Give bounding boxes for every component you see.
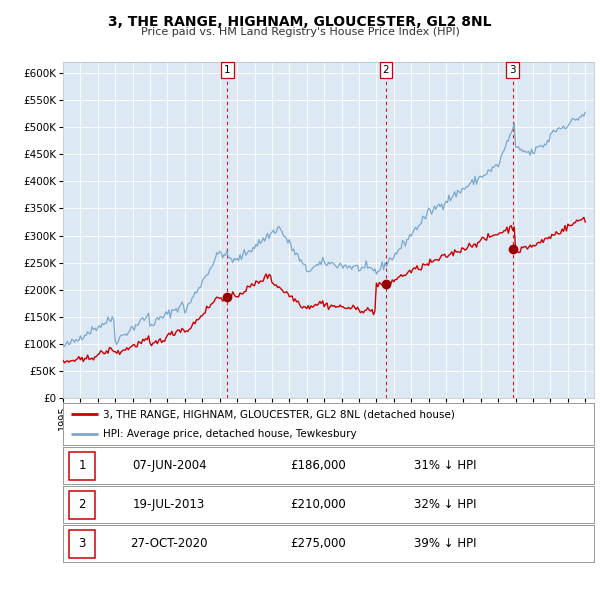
Text: 3: 3 [509,65,516,76]
Text: Price paid vs. HM Land Registry's House Price Index (HPI): Price paid vs. HM Land Registry's House … [140,27,460,37]
Text: 2: 2 [383,65,389,76]
Text: 1: 1 [79,459,86,473]
Text: 2: 2 [79,498,86,512]
Text: 39% ↓ HPI: 39% ↓ HPI [414,537,476,550]
Text: 19-JUL-2013: 19-JUL-2013 [133,498,205,512]
Text: £275,000: £275,000 [290,537,346,550]
Text: £210,000: £210,000 [290,498,346,512]
Text: 31% ↓ HPI: 31% ↓ HPI [414,459,476,473]
Text: 27-OCT-2020: 27-OCT-2020 [130,537,208,550]
Text: 1: 1 [224,65,230,76]
FancyBboxPatch shape [70,491,95,519]
Text: 3, THE RANGE, HIGHNAM, GLOUCESTER, GL2 8NL: 3, THE RANGE, HIGHNAM, GLOUCESTER, GL2 8… [108,15,492,29]
FancyBboxPatch shape [70,530,95,558]
Text: 32% ↓ HPI: 32% ↓ HPI [414,498,476,512]
Text: 3: 3 [79,537,86,550]
FancyBboxPatch shape [70,452,95,480]
Text: £186,000: £186,000 [290,459,346,473]
Text: 07-JUN-2004: 07-JUN-2004 [132,459,206,473]
Text: HPI: Average price, detached house, Tewkesbury: HPI: Average price, detached house, Tewk… [103,429,356,439]
Text: 3, THE RANGE, HIGHNAM, GLOUCESTER, GL2 8NL (detached house): 3, THE RANGE, HIGHNAM, GLOUCESTER, GL2 8… [103,409,455,419]
